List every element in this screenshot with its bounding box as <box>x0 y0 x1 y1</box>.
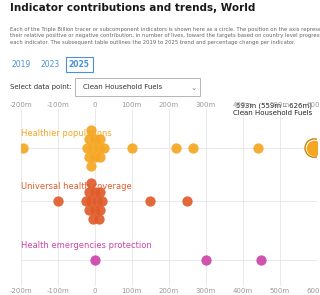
Point <box>87 190 92 195</box>
Text: 2023: 2023 <box>41 60 60 69</box>
Text: Health emergencies protection: Health emergencies protection <box>21 241 152 250</box>
Point <box>85 146 90 150</box>
Point <box>148 199 153 204</box>
Text: Universal health coverage: Universal health coverage <box>21 182 132 191</box>
Point <box>96 146 101 150</box>
Text: Healthier populations: Healthier populations <box>21 129 112 138</box>
Point <box>87 137 92 142</box>
Point <box>185 199 190 204</box>
Point <box>92 155 97 159</box>
Point <box>20 146 25 150</box>
Point <box>92 190 97 195</box>
Point <box>100 199 105 204</box>
FancyBboxPatch shape <box>75 78 200 96</box>
Point <box>90 217 95 221</box>
Point <box>89 199 94 204</box>
Point <box>83 199 88 204</box>
Text: ⌄: ⌄ <box>190 83 197 91</box>
Text: Indicator contributions and trends, World: Indicator contributions and trends, Worl… <box>10 3 255 13</box>
Point <box>255 146 260 150</box>
Point <box>190 146 196 150</box>
Text: 2025: 2025 <box>69 60 90 69</box>
Point <box>174 146 179 150</box>
FancyBboxPatch shape <box>66 57 93 72</box>
Point <box>89 163 94 168</box>
Point <box>98 208 103 212</box>
Point <box>87 155 92 159</box>
Point <box>98 190 103 195</box>
Point <box>129 146 134 150</box>
Point <box>89 128 94 133</box>
Point <box>259 257 264 262</box>
Text: 2019: 2019 <box>12 60 31 69</box>
Text: 593m (559m – 626m)
Clean Household Fuels: 593m (559m – 626m) Clean Household Fuels <box>233 102 312 116</box>
Point <box>94 199 99 204</box>
Point <box>90 146 95 150</box>
Point <box>96 217 101 221</box>
Point <box>89 181 94 186</box>
Point <box>203 257 208 262</box>
Point <box>98 137 103 142</box>
Point <box>87 208 92 212</box>
Point <box>312 146 317 150</box>
Point <box>55 199 60 204</box>
Point <box>312 146 317 150</box>
Text: Clean Household Fuels: Clean Household Fuels <box>83 84 163 90</box>
Point <box>92 208 97 212</box>
Text: Each of the Triple Billion tracer or subcomponent indicators is shown here as a : Each of the Triple Billion tracer or sub… <box>10 27 320 45</box>
Point <box>92 137 97 142</box>
Text: Select data point:: Select data point: <box>10 84 71 90</box>
Point <box>98 155 103 159</box>
Point <box>101 146 107 150</box>
Point <box>92 257 97 262</box>
